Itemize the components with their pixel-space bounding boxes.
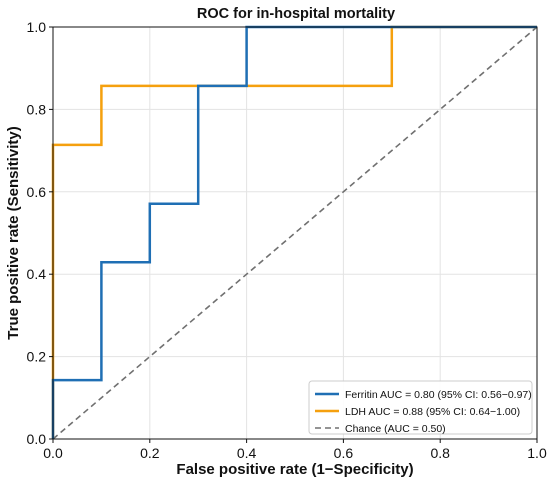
legend-label-2: Chance (AUC = 0.50) (345, 423, 446, 435)
series-lines (51, 25, 538, 440)
x-tick-label: 1.0 (527, 445, 547, 461)
series-line-0 (51, 25, 537, 439)
axis-ticks: 0.0 0.2 0.4 0.6 0.8 1.0 0.0 0.2 0.4 0.6 0.8 1.0 (27, 19, 547, 461)
x-tick-label: 0.0 (43, 445, 63, 461)
y-tick-label: 0.8 (27, 101, 47, 117)
legend-label-1: LDH AUC = 0.88 (95% CI: 0.64−1.00) (345, 406, 520, 418)
y-tick-label: 0.0 (27, 431, 47, 447)
y-tick-label: 0.2 (27, 349, 47, 365)
series-line-2 (52, 26, 538, 440)
x-tick-label: 0.4 (237, 445, 257, 461)
legend-box (308, 380, 533, 435)
legend-label-0: Ferritin AUC = 0.80 (95% CI: 0.56−0.97) (345, 389, 532, 401)
x-tick-label: 0.6 (334, 445, 354, 461)
plot-frame (52, 26, 538, 440)
y-tick-label: 1.0 (27, 19, 47, 35)
y-tick-label: 0.4 (27, 266, 47, 282)
legend: Ferritin AUC = 0.80 (95% CI: 0.56−0.97) L… (308, 380, 533, 435)
chart-title: ROC for in-hospital mortality (197, 6, 395, 22)
x-tick-label: 0.2 (140, 445, 160, 461)
y-tick-label: 0.6 (27, 184, 47, 200)
x-tick-label: 0.8 (430, 445, 450, 461)
y-axis-label: True positive rate (Sensitivity) (5, 126, 22, 339)
x-axis-label: False positive rate (1−Specificity) (176, 461, 413, 478)
